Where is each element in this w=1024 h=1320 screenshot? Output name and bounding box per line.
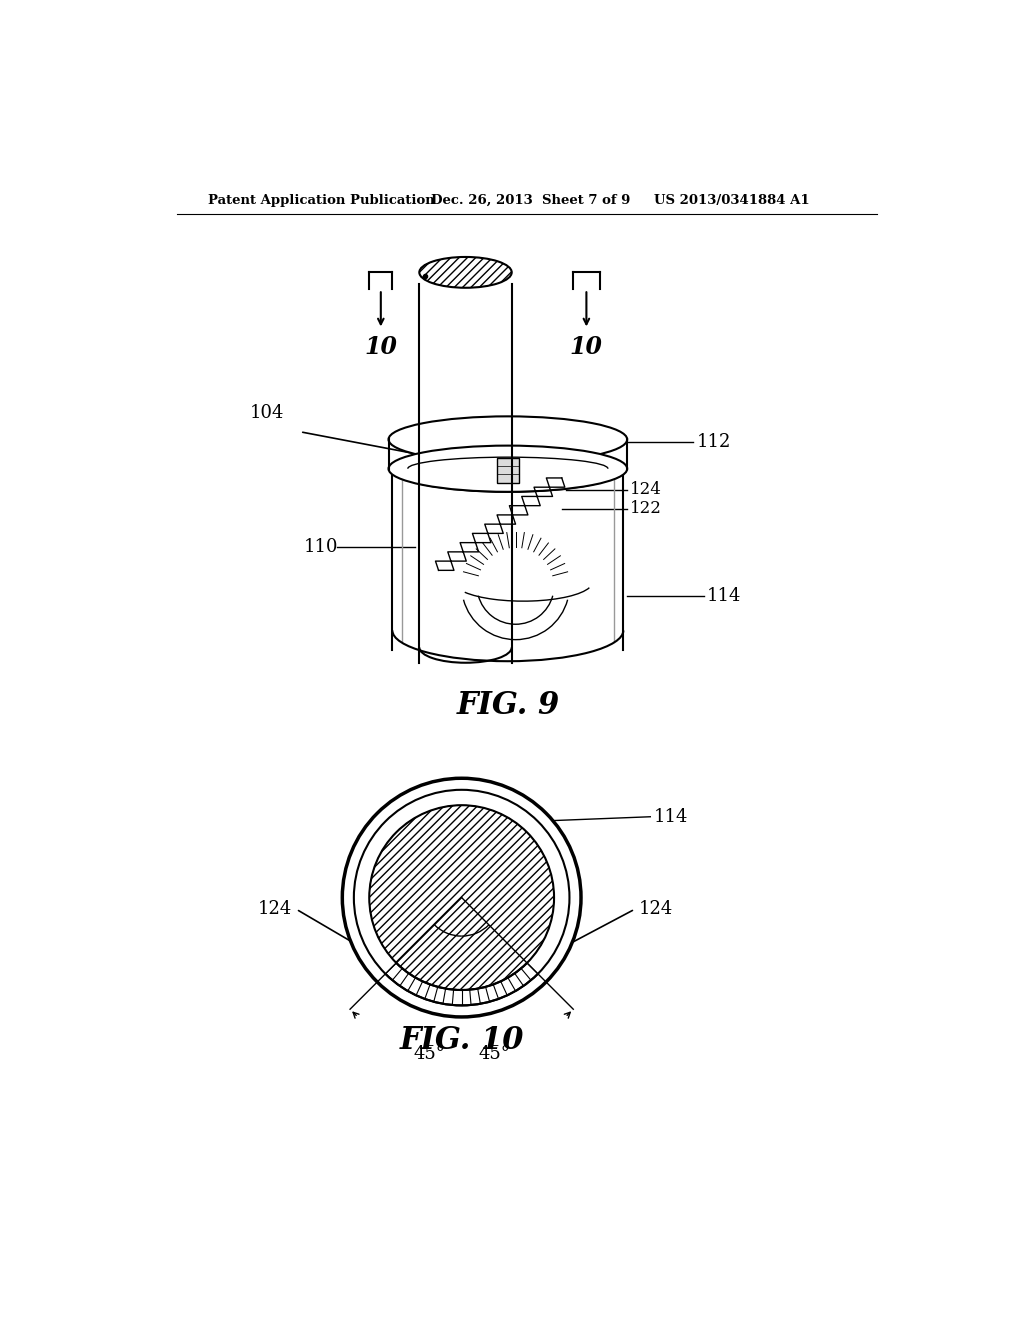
Text: 10: 10: [365, 335, 397, 359]
Text: 124: 124: [258, 900, 292, 919]
Ellipse shape: [388, 416, 628, 462]
Text: 45°: 45°: [478, 1045, 510, 1063]
Ellipse shape: [370, 805, 554, 990]
Text: 112: 112: [696, 433, 731, 450]
Text: 124: 124: [630, 480, 662, 498]
Ellipse shape: [342, 779, 581, 1016]
Text: 10: 10: [570, 335, 603, 359]
Bar: [497, 458, 518, 483]
Text: FIG. 9: FIG. 9: [457, 689, 559, 721]
Ellipse shape: [388, 446, 628, 492]
Text: US 2013/0341884 A1: US 2013/0341884 A1: [654, 194, 810, 207]
Ellipse shape: [419, 257, 512, 288]
Text: 45°: 45°: [414, 1045, 445, 1063]
Text: 104: 104: [250, 404, 285, 421]
Text: 122: 122: [630, 500, 662, 517]
Text: 114: 114: [707, 587, 741, 605]
Text: Dec. 26, 2013  Sheet 7 of 9: Dec. 26, 2013 Sheet 7 of 9: [431, 194, 630, 207]
Text: FIG. 10: FIG. 10: [399, 1024, 524, 1056]
Text: 110: 110: [304, 539, 338, 556]
Text: Patent Application Publication: Patent Application Publication: [208, 194, 434, 207]
Text: 114: 114: [654, 808, 688, 826]
Ellipse shape: [354, 789, 569, 1006]
Ellipse shape: [392, 446, 624, 492]
Text: 124: 124: [639, 900, 673, 919]
Text: 120: 120: [411, 458, 442, 475]
